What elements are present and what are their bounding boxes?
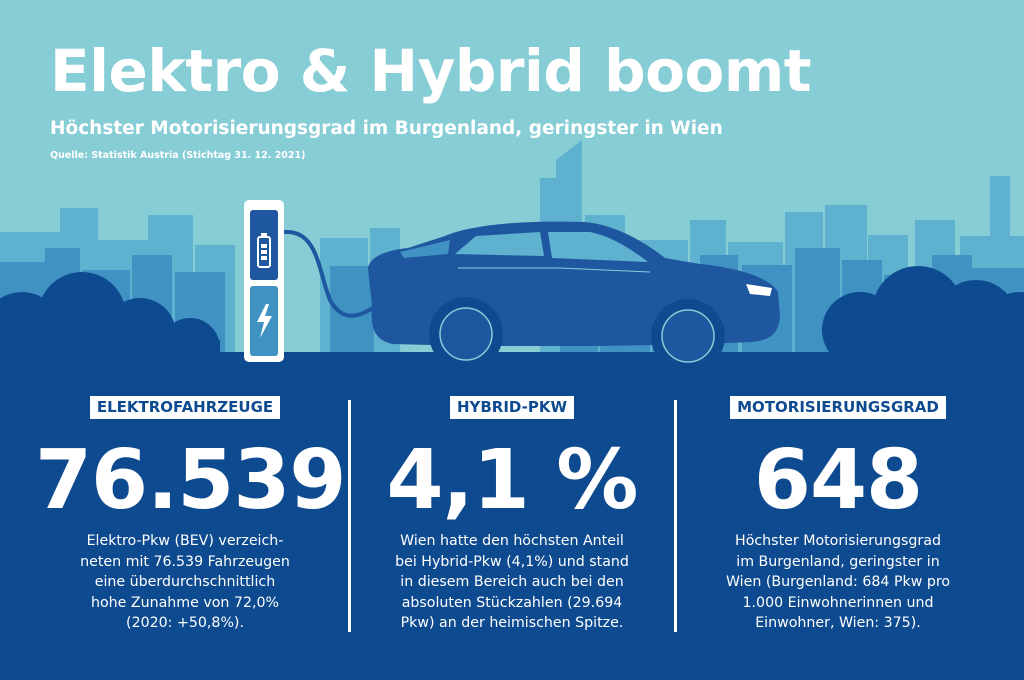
column-divider — [348, 400, 351, 632]
stat-elektrofahrzeuge: ELEKTROFAHRZEUGE 76.539 Elektro-Pkw (BEV… — [35, 396, 346, 634]
stat-hybrid-pkw: HYBRID-PKW 4,1 % Wien hatte den höchsten… — [362, 396, 662, 634]
stat-description: Höchster Motorisierungsgrad im Burgenland… — [725, 533, 951, 631]
page-subtitle: Höchster Motorisierungsgrad im Burgenlan… — [50, 118, 723, 139]
battery-icon — [257, 233, 271, 268]
charging-station — [244, 200, 378, 362]
stat-label: HYBRID-PKW — [449, 396, 575, 419]
electric-car — [368, 221, 780, 373]
lightning-icon — [257, 304, 272, 338]
stat-description: Elektro-Pkw (BEV) verzeich-neten mit 76.… — [80, 533, 290, 631]
stat-value: 648 — [753, 433, 923, 528]
stat-label: MOTORISIERUNGSGRAD — [730, 396, 946, 419]
stat-label: ELEKTROFAHRZEUGE — [89, 396, 281, 419]
stat-value: 4,1 % — [386, 433, 639, 528]
column-divider — [674, 400, 677, 632]
stat-value: 76.539 — [35, 433, 346, 528]
page-title: Elektro & Hybrid boomt — [50, 37, 811, 105]
source-note: Quelle: Statistik Austria (Stichtag 31. … — [50, 150, 306, 161]
stat-motorisierungsgrad: MOTORISIERUNGSGRAD 648 Höchster Motorisi… — [688, 396, 988, 634]
stat-description: Wien hatte den höchsten Anteil bei Hybrid… — [395, 533, 629, 631]
